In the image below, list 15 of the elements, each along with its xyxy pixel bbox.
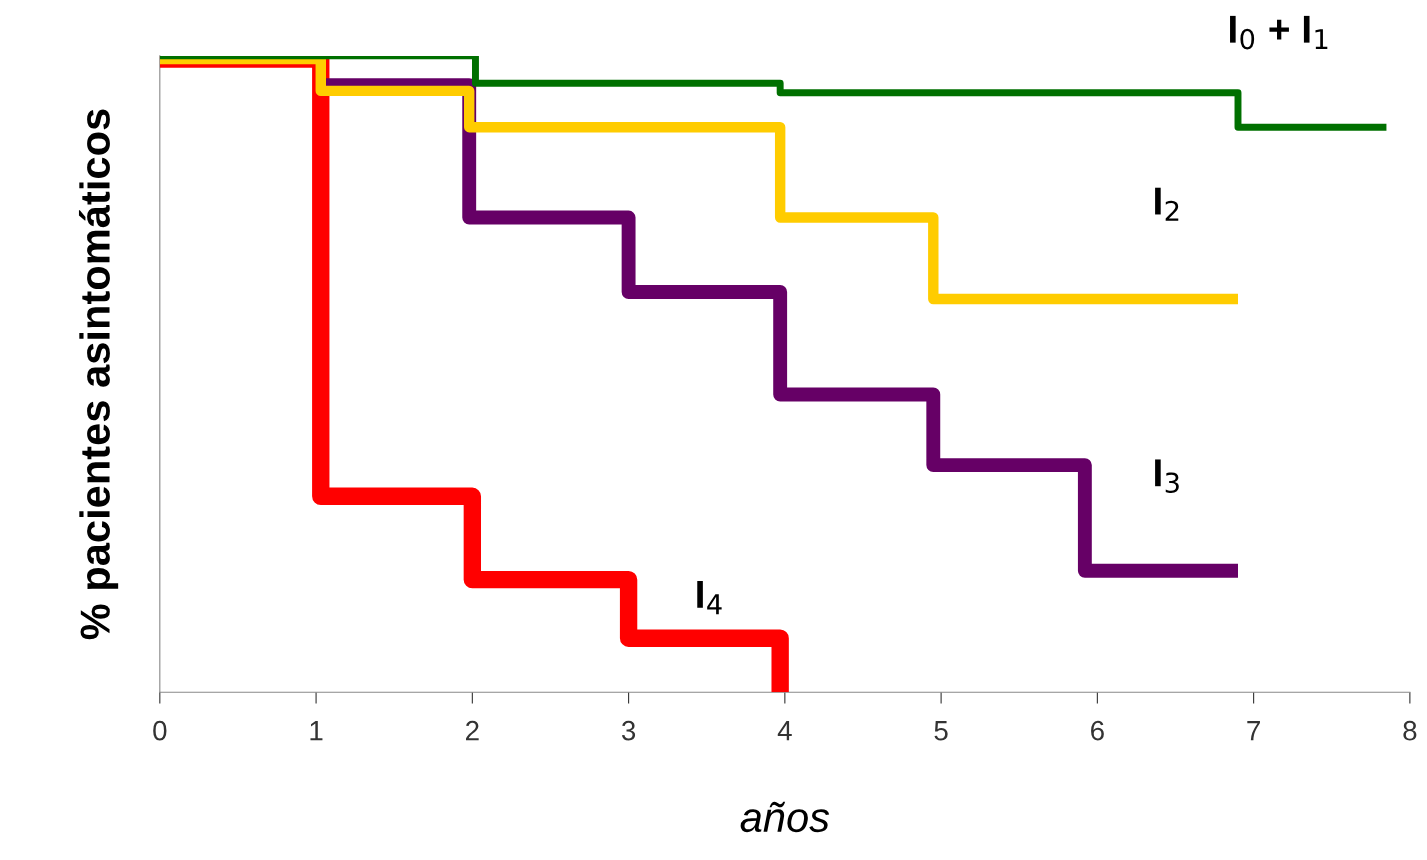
series-label: I$_{3}$ (1155, 459, 1179, 493)
y-axis-title: % pacientes asintomáticos (78, 109, 119, 640)
x-tick-label: 3 (621, 720, 636, 741)
x-tick-label: 0 (153, 720, 167, 741)
x-tick-label: 7 (1247, 721, 1260, 741)
x-tick-label: 1 (310, 721, 323, 741)
x-tick-label: 4 (777, 721, 792, 741)
series-label: I$_{0}$ + I$_{1}$ (1230, 15, 1328, 50)
x-tick-label: 2 (466, 720, 479, 741)
series-label: I$_{4}$ (697, 581, 722, 615)
x-tick-label: 6 (1091, 720, 1104, 741)
text: I$_{2}$ (1155, 187, 1179, 221)
x-tick-label: 5 (934, 721, 948, 741)
x-axis-title: años (740, 801, 830, 833)
x-tick-label: 8 (1403, 720, 1417, 741)
